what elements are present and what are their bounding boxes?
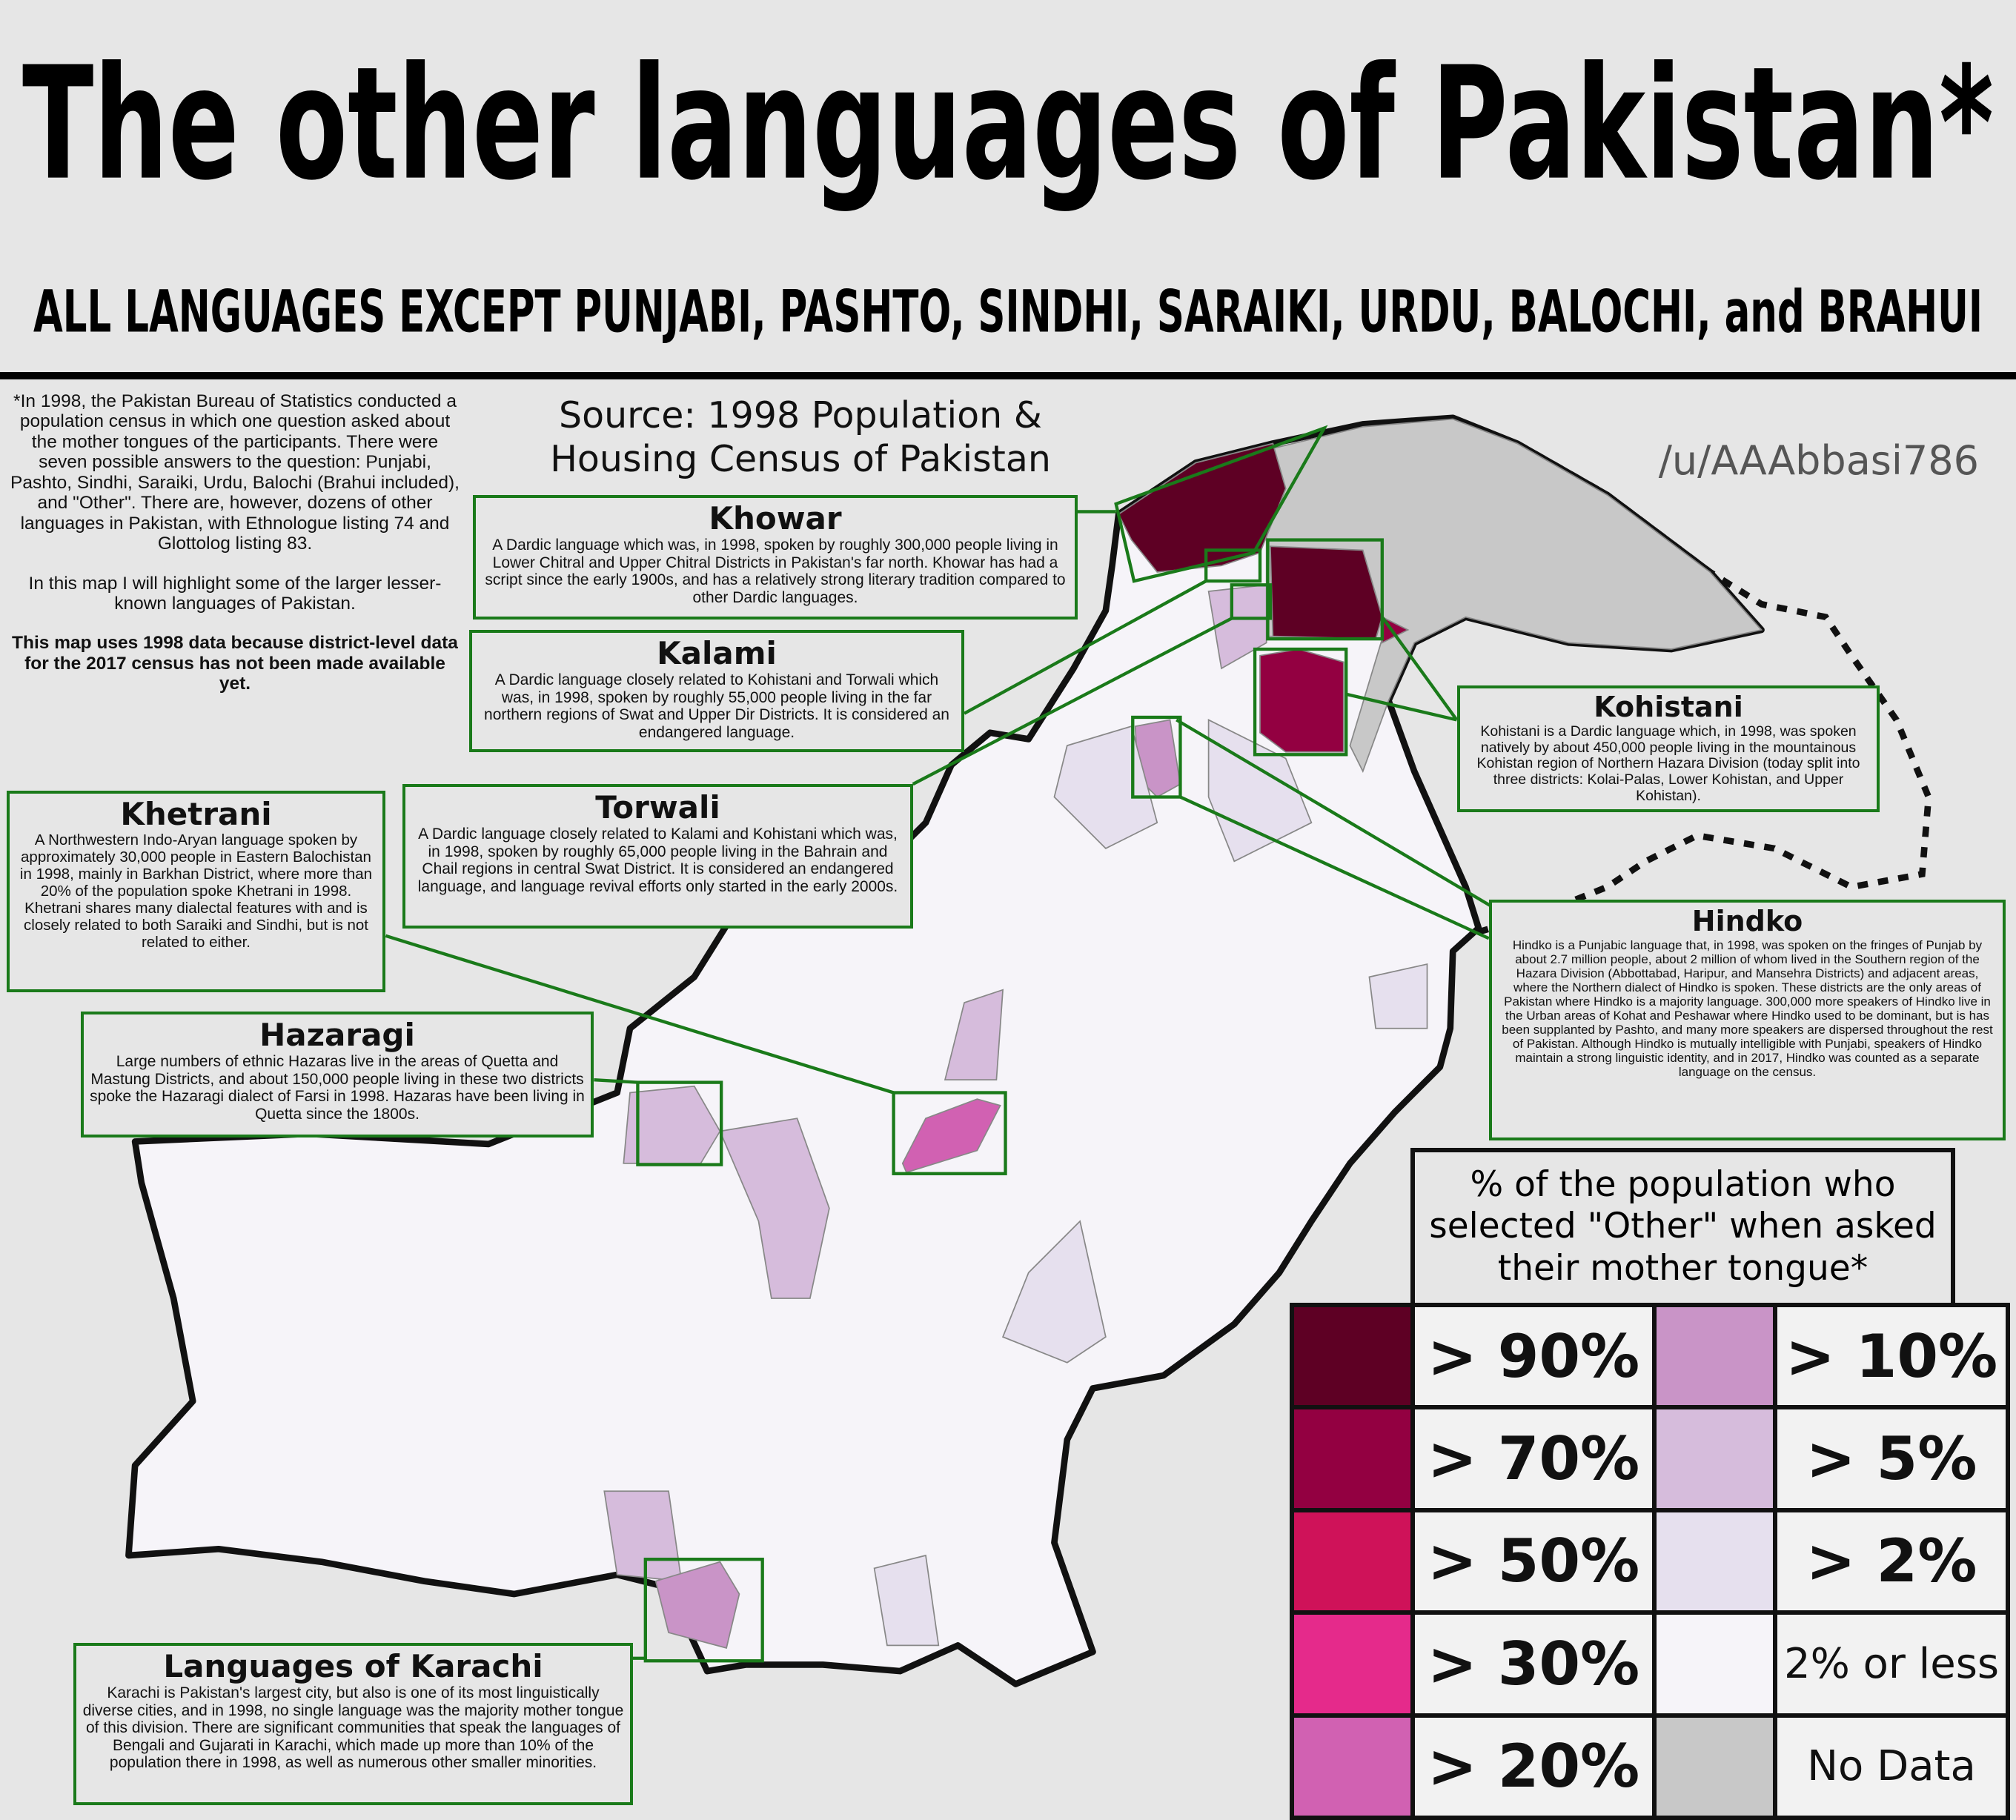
legend-label: > 10% — [1773, 1303, 2010, 1410]
disputed-border — [1477, 440, 1932, 935]
callout-text: A Dardic language closely related to Kal… — [417, 826, 898, 895]
callout-text: Large numbers of ethnic Hazaras live in … — [90, 1053, 585, 1123]
legend-swatch — [1290, 1507, 1415, 1615]
legend-swatch — [1290, 1303, 1415, 1410]
callout-pointers — [385, 425, 1493, 1663]
callout-title: Languages of Karachi — [163, 1648, 543, 1684]
callout-title: Khowar — [709, 500, 842, 537]
legend-label: > 30% — [1410, 1610, 1657, 1718]
legend-swatch — [1290, 1713, 1415, 1820]
legend-swatch — [1652, 1303, 1777, 1410]
district-region — [623, 1085, 721, 1164]
callout: Kalami A Dardic language closely related … — [469, 630, 964, 752]
district-region — [1259, 648, 1344, 753]
callout-title: Khetrani — [120, 796, 272, 832]
callout-title: Torwali — [595, 789, 720, 826]
district-region — [1265, 418, 1763, 774]
district-region — [603, 1490, 683, 1582]
legend-label: > 20% — [1410, 1713, 1657, 1820]
legend-label: > 5% — [1773, 1405, 2010, 1512]
note-text: *In 1998, the Pakistan Bureau of Statist… — [10, 391, 460, 554]
district-region — [654, 1561, 740, 1649]
district-region — [1368, 963, 1428, 1029]
callout-text: A Dardic language which was, in 1998, sp… — [485, 537, 1066, 606]
callout-title: Hazaragi — [259, 1017, 415, 1053]
legend-title: % of the population who selected "Other"… — [1410, 1148, 1955, 1305]
district-region — [1207, 584, 1267, 670]
callout-text: Hindko is a Punjabic language that, in 1… — [1502, 937, 1993, 1079]
callout-text: Kohistani is a Dardic language which, in… — [1476, 723, 1860, 804]
credit: /u/AAAbbasi786 — [1658, 437, 1979, 484]
legend-label: > 90% — [1410, 1303, 1657, 1410]
callout-text: A Northwestern Indo-Aryan language spoke… — [19, 831, 373, 951]
legend-label: No Data — [1773, 1713, 2010, 1820]
legend-swatch — [1652, 1610, 1777, 1718]
census-note: *In 1998, the Pakistan Bureau of Statist… — [9, 391, 461, 714]
legend-swatch — [1290, 1610, 1415, 1718]
legend-swatch — [1290, 1405, 1415, 1512]
callout-text: A Dardic language closely related to Koh… — [484, 671, 949, 741]
callout-text: Karachi is Pakistan's largest city, but … — [82, 1684, 624, 1772]
legend-swatch — [1652, 1713, 1777, 1820]
divider — [0, 372, 2016, 379]
district-region — [1001, 1220, 1107, 1364]
callout: Torwali A Dardic language closely related… — [402, 784, 913, 929]
district-region — [873, 1554, 940, 1647]
legend-swatch — [1652, 1405, 1777, 1512]
callout: Khowar A Dardic language which was, in 19… — [473, 495, 1078, 620]
legend-label: > 2% — [1773, 1507, 2010, 1615]
district-region — [944, 989, 1004, 1081]
callout-title: Kalami — [657, 635, 777, 671]
legend-label: > 50% — [1410, 1507, 1657, 1615]
callout: Khetrani A Northwestern Indo-Aryan langua… — [7, 791, 385, 992]
legend-label: 2% or less — [1773, 1610, 2010, 1718]
title: The other languages of Pakistan* — [22, 33, 1994, 215]
subtitle: ALL LANGUAGES EXCEPT PUNJABI, PASHTO, SI… — [33, 279, 1983, 345]
callout: Hindko Hindko is a Punjabic language that… — [1489, 900, 2006, 1140]
legend-label: > 70% — [1410, 1405, 1657, 1512]
callout: Kohistani Kohistani is a Dardic language … — [1457, 685, 1880, 812]
note-text: In this map I will highlight some of the… — [28, 573, 442, 614]
callout-title: Hindko — [1691, 905, 1803, 937]
district-region — [1269, 545, 1383, 640]
district-region — [719, 1117, 830, 1299]
callout-title: Kohistani — [1594, 691, 1743, 723]
source: Source: 1998 Population & Housing Census… — [550, 394, 1051, 480]
callout: Hazaragi Large numbers of ethnic Hazaras … — [81, 1012, 594, 1138]
map — [125, 414, 1932, 1687]
legend: > 90% > 70% > 50% > 30% > 20% > 10% > 5% > 2% 2%… — [1290, 1303, 2016, 1820]
note-text: This map uses 1998 data because district… — [12, 633, 458, 694]
legend-swatch — [1652, 1507, 1777, 1615]
callout: Languages of Karachi Karachi is Pakistan'… — [73, 1643, 633, 1805]
